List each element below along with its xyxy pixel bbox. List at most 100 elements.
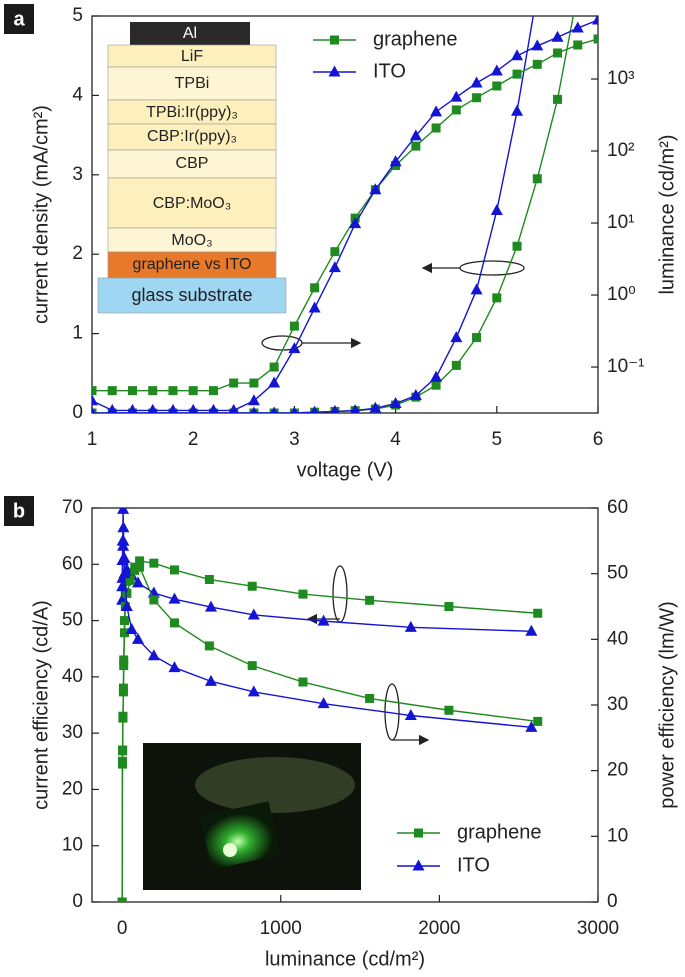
marker [107,403,118,413]
marker [470,283,483,295]
y-tick-label: 0 [72,891,83,912]
marker [116,554,129,566]
marker [188,386,198,396]
marker [127,386,137,396]
marker [147,403,158,413]
series-line [121,509,532,729]
x-tick-label: 3 [289,429,300,450]
marker [531,39,544,51]
marker [116,580,129,592]
marker [472,333,482,343]
series: graphene [117,562,543,902]
marker [328,65,341,77]
annotations [261,260,525,746]
marker [247,581,257,591]
device-glow [200,801,281,870]
marker [573,40,583,50]
layer [97,277,287,314]
marker [330,247,340,257]
y2-tick-label: 50 [607,563,628,584]
marker [118,746,128,756]
layer-label: CBP:MoO₃ [153,195,232,212]
plot-frame [91,15,599,414]
marker [168,592,181,604]
marker [330,404,340,413]
panel-badge [4,496,34,526]
plot-area: grapheneITOgrapheneITO [92,16,598,413]
curve-group-ring [332,565,348,623]
y2-tick-label: 40 [607,628,628,649]
marker [208,403,219,413]
y-tick-label: 10 [62,835,83,856]
marker [130,565,140,575]
marker [92,406,96,413]
marker [472,93,482,103]
y-tick-label: 1 [72,323,83,344]
layer [107,99,277,125]
marker [349,217,362,229]
marker [525,720,538,732]
marker [389,396,402,408]
marker [511,49,524,61]
x-tick-label: 2000 [418,918,460,939]
y-axis-title: current efficiency (cd/A) [30,600,52,810]
y2-tick-label: 10¹ [607,212,634,233]
layer-label: glass substrate [131,285,252,305]
marker [147,649,160,661]
y-tick-label: 50 [62,610,83,631]
y2-tick-label: 60 [607,497,628,518]
plot-area: grapheneITOgrapheneITO [116,508,543,902]
marker [365,595,375,605]
marker [148,386,158,396]
marker [247,661,257,671]
inset-photo [143,743,361,890]
legend-label: ITO [373,60,406,82]
marker [409,129,422,141]
marker [119,661,129,671]
marker [120,628,130,638]
marker [430,105,443,117]
marker [228,403,239,413]
y2-tick-label: 0 [607,891,618,912]
marker [330,35,339,45]
series: ITO [92,16,598,413]
light-spot [223,843,237,857]
marker [107,386,117,396]
marker [204,641,214,651]
marker [451,360,461,370]
legend-item: graphene [313,28,458,50]
marker [492,293,502,303]
marker [269,362,279,372]
y-tick-label: 20 [62,778,83,799]
marker [149,558,159,568]
marker [411,141,421,151]
legend-label: graphene [457,821,542,843]
marker [288,342,301,354]
y-tick-label: 5 [72,5,83,26]
y-tick-label: 70 [62,497,83,518]
marker [444,705,454,715]
marker [525,624,538,636]
marker [430,370,443,382]
marker [188,403,199,413]
y2-tick-label: 20 [607,760,628,781]
marker [117,508,130,514]
marker [444,602,454,611]
marker [308,301,321,313]
marker [431,123,441,133]
marker [118,713,128,723]
marker [317,614,330,626]
marker [125,622,138,634]
marker [92,394,98,406]
layer-label: CBP:Ir(ppy)₃ [147,128,237,145]
legend-item: ITO [313,60,406,82]
layer-label: LiF [181,48,203,65]
marker [512,241,522,251]
y-axis-title: current density (mA/cm²) [30,105,52,324]
marker [310,405,319,413]
layer [107,149,277,179]
y-tick-label: 60 [62,553,83,574]
marker [571,21,584,33]
legend-item: graphene [397,821,542,843]
curve-group-ring [459,260,525,276]
